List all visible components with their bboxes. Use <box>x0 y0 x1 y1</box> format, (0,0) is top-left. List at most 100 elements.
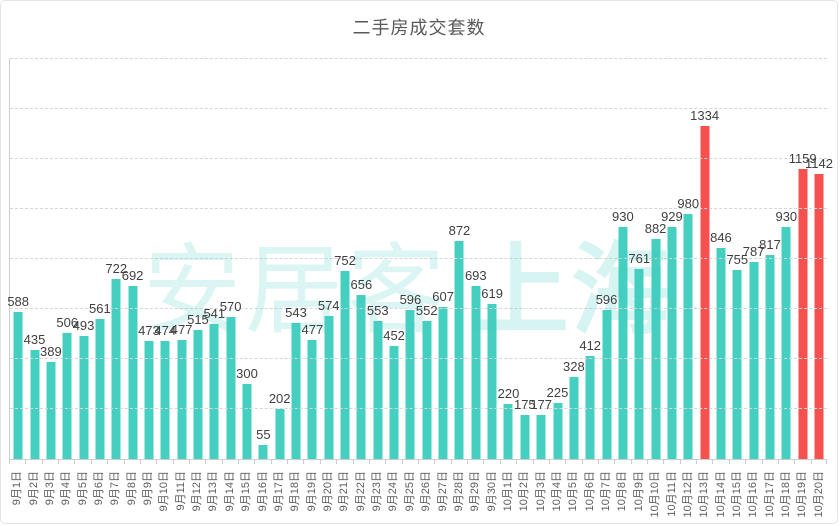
bar <box>79 335 89 459</box>
x-axis-tick <box>25 459 27 464</box>
x-axis-cell: 10月11日 <box>663 459 679 523</box>
bar-value-label: 474 <box>154 322 177 338</box>
bar <box>62 332 72 459</box>
x-axis-cell: 9月8日 <box>123 459 140 523</box>
bar-value-label: 872 <box>448 223 471 238</box>
x-axis-label-text: 9月15日 <box>240 471 253 512</box>
x-axis-label-text: 10月5日 <box>567 471 580 512</box>
bar <box>536 414 546 459</box>
bar-column: 1334 <box>690 59 719 459</box>
bar-value-label: 435 <box>23 332 46 348</box>
bar-column: 541 <box>203 59 225 459</box>
bar-value-label: 619 <box>481 286 503 302</box>
x-axis-label-text: 10月3日 <box>534 471 547 512</box>
bar-column: 596 <box>596 59 617 459</box>
bar <box>13 312 23 459</box>
bar <box>683 214 693 459</box>
x-axis-tick <box>745 459 747 464</box>
gridline <box>10 308 827 309</box>
bar <box>503 404 513 459</box>
bar <box>471 285 481 459</box>
bar-value-label: 389 <box>40 343 62 359</box>
bar <box>209 323 219 459</box>
x-axis-cell: 9月28日 <box>450 459 467 523</box>
x-axis-label-text: 10月16日 <box>747 471 760 518</box>
x-axis-tick <box>434 459 436 464</box>
x-axis-tick <box>107 459 109 464</box>
bar-column: 225 <box>547 59 568 459</box>
bars-container: 588 435 389 506 493 561 722 692 473 474 477 515 541 5… <box>7 59 833 459</box>
x-axis-tick <box>270 459 272 464</box>
bar-column: 980 <box>677 59 699 459</box>
x-axis-tick <box>761 459 763 464</box>
bar-column: 607 <box>432 59 454 459</box>
bar <box>160 340 170 459</box>
x-axis-tick <box>254 459 256 464</box>
x-axis-cell: 10月8日 <box>614 459 630 523</box>
bar <box>716 247 726 459</box>
plot-area: 588 435 389 506 493 561 722 692 473 474 477 515 541 5… <box>7 58 833 459</box>
x-axis-label-text: 9月30日 <box>485 471 498 512</box>
bar-column: 202 <box>268 59 291 459</box>
bar-column: 787 <box>743 59 764 459</box>
x-axis: 9月1日 9月2日 9月3日 9月4日 9月5日 9月6日 9月7日 9月8日 9月9日 9月10… <box>9 459 827 523</box>
bar <box>324 315 334 459</box>
x-axis-cell: 9月22日 <box>352 459 369 523</box>
bar-highlighted <box>798 169 808 459</box>
x-axis-label-text: 10月1日 <box>501 471 514 512</box>
x-axis-label-text: 10月12日 <box>681 471 694 518</box>
x-axis-tick <box>336 459 338 464</box>
bar-value-label: 787 <box>742 244 765 260</box>
x-axis-cell: 10月12日 <box>679 459 696 523</box>
bar <box>373 320 383 459</box>
x-axis-tick <box>401 459 403 464</box>
bar <box>389 346 399 459</box>
bar <box>765 254 775 459</box>
x-axis-tick <box>630 459 632 464</box>
bar-column: 175 <box>514 59 536 459</box>
bar-value-label: 202 <box>268 390 291 406</box>
x-axis-tick <box>581 459 583 464</box>
x-axis-label-text: 9月10日 <box>158 471 171 512</box>
bar <box>340 271 350 459</box>
bar <box>732 270 742 459</box>
x-axis-tick <box>156 459 158 464</box>
bar-value-label: 761 <box>628 250 651 266</box>
bar <box>634 268 644 459</box>
x-axis-tick <box>221 459 223 464</box>
bar <box>454 241 464 459</box>
bar-value-label: 452 <box>383 328 405 343</box>
bar-column: 619 <box>481 59 503 459</box>
bar-value-label: 752 <box>334 253 356 268</box>
x-axis-label-text: 9月4日 <box>60 471 73 506</box>
x-axis-label-text: 10月14日 <box>714 471 727 518</box>
gridline <box>10 258 827 259</box>
x-axis-cell: 10月19日 <box>794 459 810 523</box>
bar-column: 846 <box>710 59 732 459</box>
bar-column: 1159 <box>789 59 817 459</box>
bar <box>128 286 138 459</box>
bar-value-label: 755 <box>726 252 749 268</box>
bar-column: 574 <box>318 59 340 459</box>
bar-value-label: 493 <box>72 317 95 333</box>
bar-value-label: 570 <box>219 298 242 314</box>
bar-column: 570 <box>220 59 241 459</box>
x-axis-label-text: 9月6日 <box>92 471 105 506</box>
bar <box>585 356 595 459</box>
x-axis-cell: 9月17日 <box>270 459 287 523</box>
x-axis-cell: 9月16日 <box>254 459 270 523</box>
bar-column: 692 <box>122 59 143 459</box>
x-axis-tick <box>516 459 518 464</box>
x-axis-label-text: 10月10日 <box>649 471 662 518</box>
x-axis-tick <box>74 459 76 464</box>
x-axis-label-text: 10月8日 <box>616 471 629 512</box>
x-axis-tick <box>663 459 665 464</box>
x-axis-cell: 10月1日 <box>499 459 516 523</box>
x-axis-cell: 9月5日 <box>74 459 90 523</box>
bar-column: 389 <box>40 59 62 459</box>
x-axis-cell: 9月7日 <box>107 459 123 523</box>
bar <box>46 361 56 459</box>
bar <box>487 304 497 459</box>
x-axis-cell: 9月4日 <box>58 459 74 523</box>
